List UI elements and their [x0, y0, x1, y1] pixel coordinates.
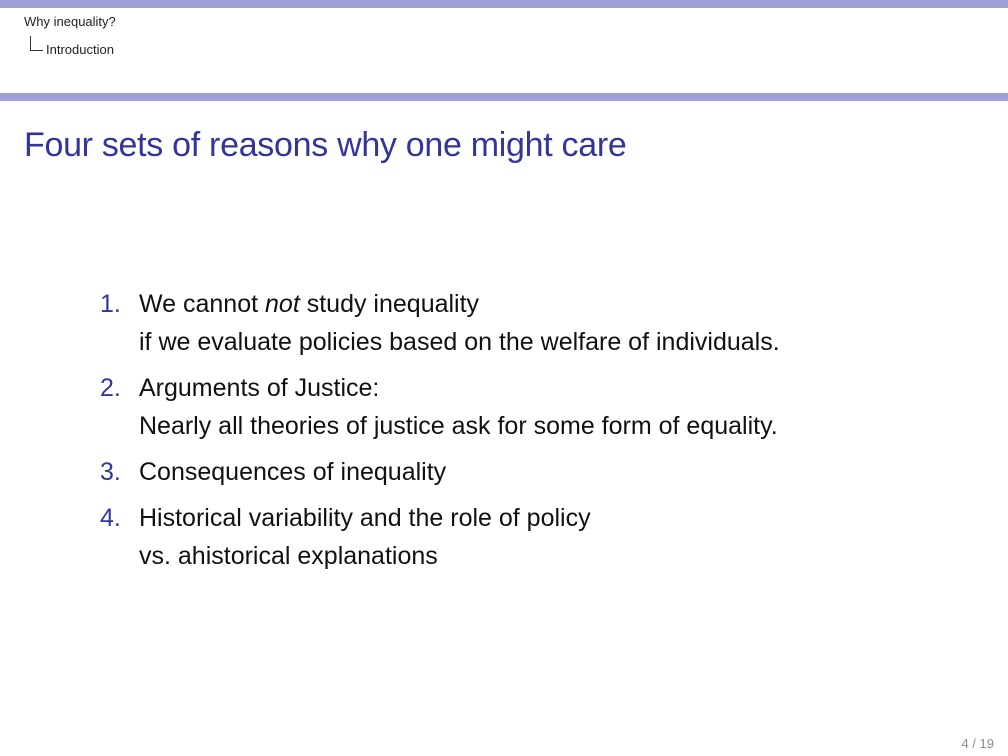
- list-item-number: 4.: [100, 504, 121, 532]
- list-item: 1. We cannot not study inequality if we …: [100, 285, 960, 361]
- list-item-text: We cannot: [139, 290, 266, 318]
- list-item-line: if we evaluate policies based on the wel…: [139, 328, 780, 356]
- list-item-line: Historical variability and the role of p…: [139, 504, 591, 532]
- list-item-line: Arguments of Justice:: [139, 374, 380, 402]
- list-item-emphasis: not: [265, 290, 300, 318]
- top-decoration-bar: [0, 0, 1008, 8]
- list-item-line: We cannot not study inequality: [139, 285, 960, 323]
- list-item-line: Consequences of inequality: [139, 458, 447, 486]
- page-number: 4 / 19: [961, 736, 994, 751]
- list-item: 4. Historical variability and the role o…: [100, 499, 960, 575]
- header-divider-bar: [0, 93, 1008, 101]
- reasons-list: 1. We cannot not study inequality if we …: [100, 285, 960, 583]
- slide-title: Four sets of reasons why one might care: [24, 126, 627, 164]
- list-item-number: 3.: [100, 458, 121, 486]
- list-item: 2. Arguments of Justice: Nearly all theo…: [100, 369, 960, 445]
- list-item-text: study inequality: [299, 290, 480, 318]
- list-item-line: vs. ahistorical explanations: [139, 542, 438, 570]
- breadcrumb-subsection: Introduction: [46, 42, 114, 57]
- list-item-line: Nearly all theories of justice ask for s…: [139, 412, 778, 440]
- breadcrumb-section: Why inequality?: [24, 14, 116, 29]
- tree-corner-icon: [30, 36, 43, 51]
- list-item-number: 2.: [100, 374, 121, 402]
- list-item-number: 1.: [100, 290, 121, 318]
- list-item: 3. Consequences of inequality: [100, 453, 960, 491]
